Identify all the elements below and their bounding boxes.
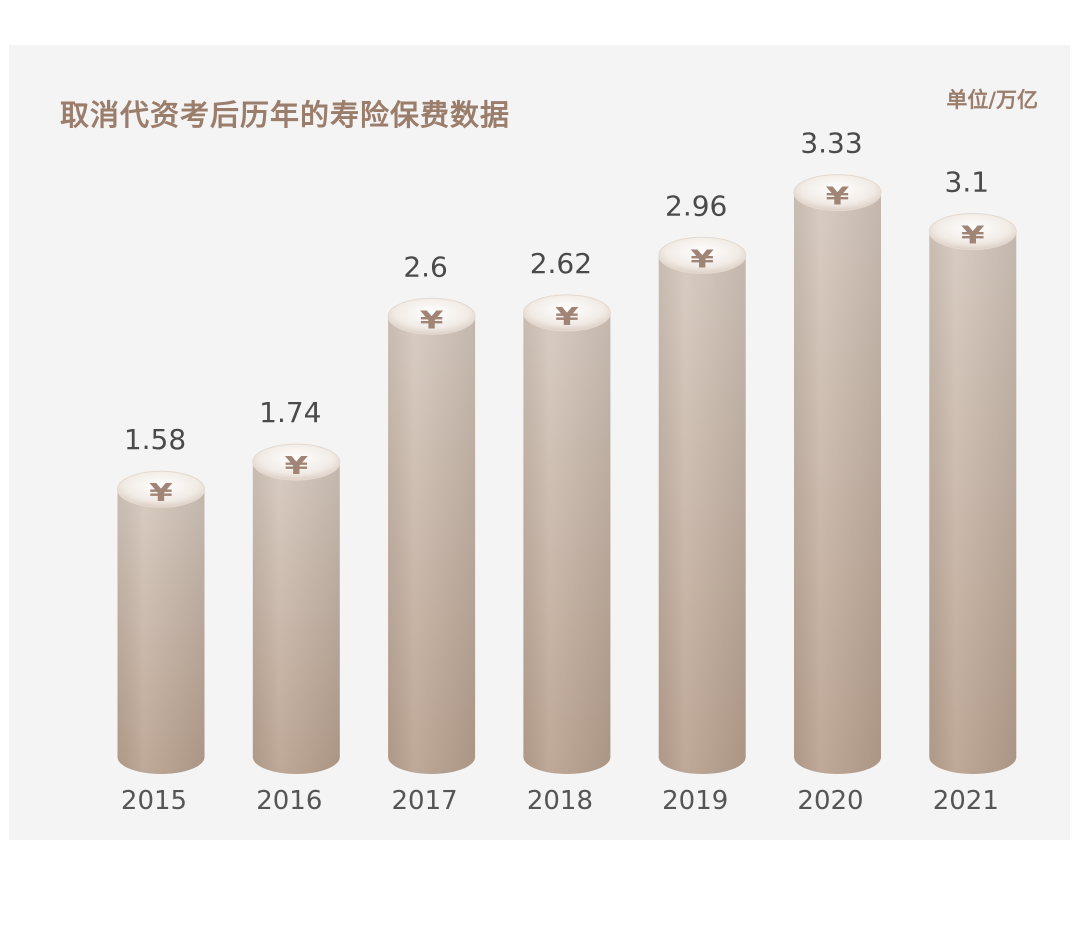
bar-shade bbox=[929, 231, 1017, 775]
value-label-2016: 1.74 bbox=[259, 396, 321, 429]
chart-title: 取消代资考后历年的寿险保费数据 bbox=[60, 98, 511, 132]
yen-coin-icon: ¥ bbox=[284, 452, 308, 480]
yen-coin-icon: ¥ bbox=[555, 303, 579, 331]
bar-cap bbox=[117, 470, 205, 508]
x-tick-label-2016: 2016 bbox=[256, 786, 322, 816]
bar-2015: ¥1.58 2015 bbox=[117, 423, 205, 816]
value-label-2018: 2.62 bbox=[530, 247, 592, 280]
x-tick-label-2021: 2021 bbox=[933, 786, 999, 816]
value-label-2019: 2.96 bbox=[665, 189, 727, 222]
x-tick-label-2017: 2017 bbox=[392, 786, 458, 816]
bar-2019: ¥2.96 2019 bbox=[658, 189, 747, 816]
value-label-2021: 3.1 bbox=[945, 166, 990, 199]
bar-cap bbox=[658, 236, 747, 274]
bar-shade bbox=[794, 192, 881, 774]
bar-2018: ¥2.62 2018 bbox=[522, 247, 611, 816]
yen-coin-icon: ¥ bbox=[690, 245, 714, 273]
bar-cap bbox=[928, 213, 1017, 251]
bar-cap bbox=[793, 174, 882, 212]
x-tick-label-2015: 2015 bbox=[121, 786, 187, 816]
x-tick-label-2018: 2018 bbox=[527, 786, 593, 816]
bar-2017: ¥2.6 2017 bbox=[387, 250, 476, 816]
yen-coin-icon: ¥ bbox=[961, 221, 985, 249]
yen-coin-icon: ¥ bbox=[149, 479, 173, 507]
yen-coin-icon: ¥ bbox=[420, 306, 444, 334]
value-label-2020: 3.33 bbox=[800, 127, 862, 160]
bar-shade bbox=[388, 316, 476, 774]
bar-shade bbox=[252, 462, 340, 774]
unit-label: 单位/万亿 bbox=[946, 88, 1038, 112]
bar-2021: ¥3.1 2021 bbox=[928, 166, 1017, 816]
bar-cap bbox=[522, 294, 611, 332]
value-label-2015: 1.58 bbox=[124, 423, 186, 456]
yen-coin-icon: ¥ bbox=[826, 182, 850, 210]
bar-shade bbox=[117, 489, 205, 774]
bar-cap bbox=[387, 297, 476, 335]
bar-2020: ¥3.33 2020 bbox=[793, 127, 882, 816]
bar-shade bbox=[658, 255, 746, 774]
x-tick-label-2020: 2020 bbox=[797, 786, 863, 816]
value-label-2017: 2.6 bbox=[403, 250, 448, 283]
bar-shade bbox=[523, 312, 611, 774]
bar-2016: ¥1.74 2016 bbox=[252, 396, 341, 816]
bar-cap bbox=[252, 443, 341, 481]
x-tick-label-2019: 2019 bbox=[662, 786, 728, 816]
